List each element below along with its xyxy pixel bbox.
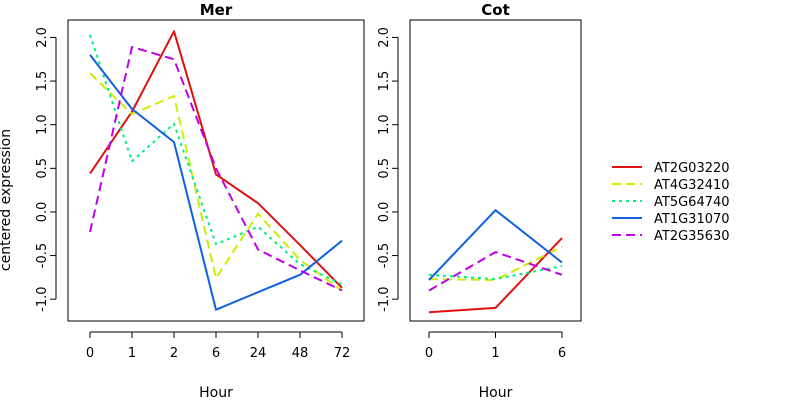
x-tick-label: 2 [170,346,178,361]
legend-label: AT1G31070 [654,212,730,227]
x-tick-label: 0 [86,346,94,361]
legend-label: AT5G64740 [654,195,730,210]
y-tick-label: 1.5 [377,71,392,92]
series-line-at2g35630 [89,46,343,292]
y-tick-label: -1.0 [35,287,50,312]
x-tick-label: 24 [250,346,267,361]
x-axis-title: Hour [479,385,513,400]
series-line-at2g03220 [428,237,563,314]
x-tick-label: 1 [128,346,136,361]
x-tick-label: 0 [425,346,433,361]
series-line-at4g32410 [89,72,343,292]
y-tick-label: -0.5 [377,243,392,268]
y-tick-label: -0.5 [35,243,50,268]
y-tick-label: 1.0 [35,114,50,135]
series-line-at5g64740 [89,34,343,286]
series-line-at1g31070 [428,209,563,281]
legend: AT2G03220 AT4G32410 AT5G64740 AT1G31070 AT2G… [612,161,730,244]
series-line-at2g03220 [89,30,343,289]
series-line-at1g31070 [89,54,343,311]
y-tick-label: 1.5 [35,71,50,92]
y-axis-title: centered expression [0,129,14,271]
series-line-at4g32410 [428,245,563,281]
x-tick-label: 6 [558,346,566,361]
panel-title: Cot [481,1,509,19]
y-tick-label: 1.0 [377,114,392,135]
legend-label: AT2G03220 [654,161,730,176]
y-tick-label: 0.0 [377,202,392,223]
legend-label: AT2G35630 [654,229,730,244]
series-line-at2g35630 [428,251,563,292]
plot-frame [409,19,582,322]
x-tick-label: 6 [212,346,220,361]
y-tick-label: 2.0 [35,27,50,48]
x-tick-label: 72 [334,346,351,361]
panel-title: Mer [200,1,233,19]
panel-cot: Cot -1.0 -0.5 0.0 0.5 1.0 1.5 2.0 0 1 6 Hour [377,1,582,400]
y-tick-label: 0.0 [35,202,50,223]
x-tick-label: 48 [292,346,309,361]
y-tick-label: 0.5 [377,158,392,179]
y-tick-label: -1.0 [377,287,392,312]
legend-label: AT4G32410 [654,178,730,193]
x-tick-label: 1 [491,346,499,361]
series-line-at5g64740 [428,265,563,281]
y-tick-label: 0.5 [35,158,50,179]
panel-mer: Mer -1.0 -0.5 0.0 0.5 1.0 1.5 2.0 0 1 2 6 24 48 72 Hour [35,1,365,400]
x-axis-title: Hour [199,385,233,400]
y-tick-label: 2.0 [377,27,392,48]
plot-frame [67,19,365,322]
